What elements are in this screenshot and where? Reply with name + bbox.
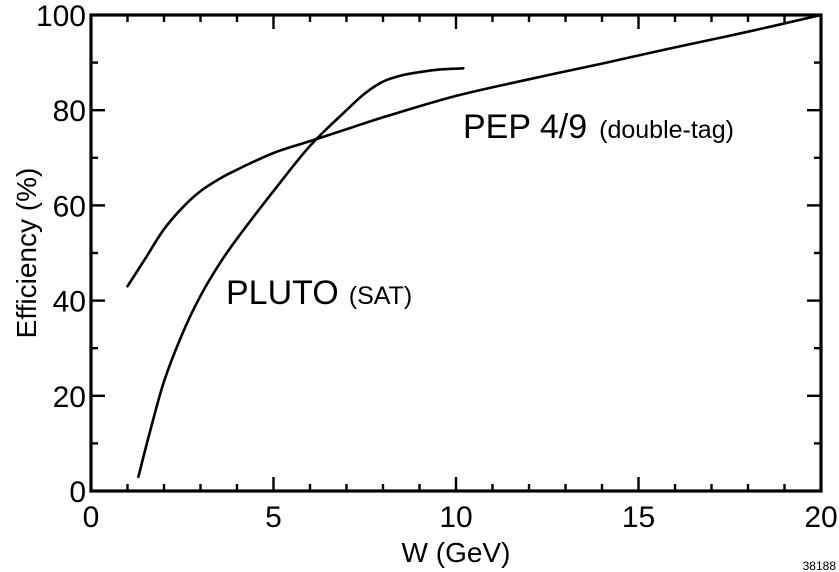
x-tick-label-20: 20: [804, 501, 837, 534]
series-label-pep-sub: (double-tag): [599, 116, 734, 144]
y-tick-label-0: 0: [69, 476, 86, 509]
figure-id: 38188: [803, 559, 837, 572]
series-label-pep-main: PEP 4/9: [463, 108, 587, 146]
y-tick-label-60: 60: [53, 190, 86, 223]
y-tick-label-100: 100: [36, 0, 86, 33]
axes: [89, 13, 823, 493]
y-tick-label-20: 20: [53, 381, 86, 414]
x-tick-label-10: 10: [439, 501, 472, 534]
series-line-pluto: [137, 67, 465, 478]
x-tick-label-5: 5: [265, 501, 282, 534]
series-label-pluto-sub: (SAT): [349, 282, 412, 310]
series-label-pep: PEP 4/9 (double-tag): [463, 108, 734, 146]
y-tick-label-80: 80: [53, 95, 86, 128]
ticks: [89, 13, 823, 493]
curves: [126, 13, 823, 478]
x-tick-label-15: 15: [622, 501, 655, 534]
series-label-pluto-main: PLUTO: [226, 274, 339, 312]
plot-frame: [89, 13, 823, 493]
y-tick-label-40: 40: [53, 286, 86, 319]
series-label-pluto: PLUTO (SAT): [226, 274, 412, 312]
tick-labels: 0 5 10 15 20 0 20 40 60 80 100: [36, 0, 838, 534]
x-tick-label-0: 0: [83, 501, 100, 534]
x-axis-label: W (GeV): [402, 537, 511, 568]
y-axis-label: Efficiency (%): [11, 168, 42, 339]
